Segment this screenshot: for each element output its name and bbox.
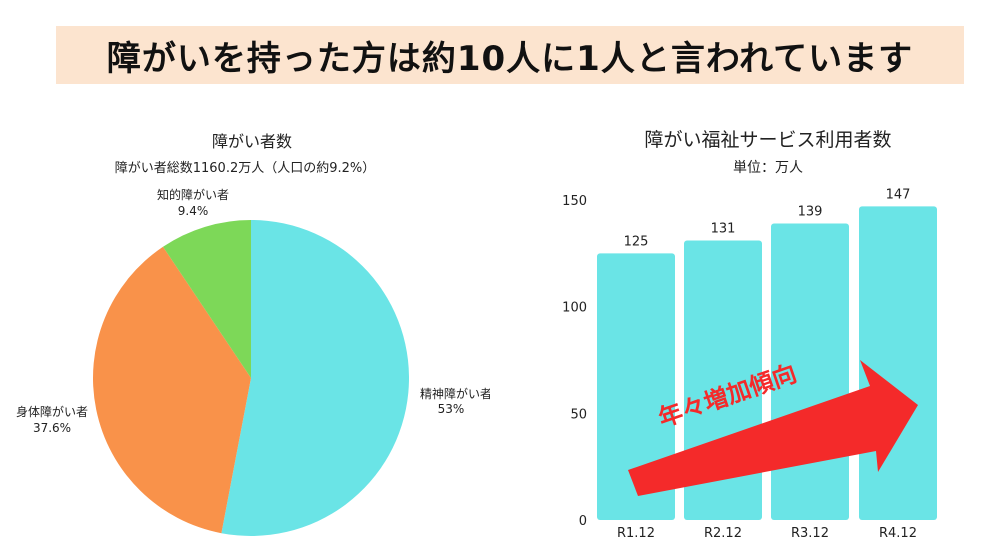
y-tick-label: 50 bbox=[570, 407, 587, 422]
bar-value-label: 139 bbox=[798, 204, 823, 219]
x-tick-label: R1.12 bbox=[617, 526, 655, 541]
pie-slice-mental bbox=[221, 220, 409, 536]
pie-label-physical-pct: 37.6% bbox=[33, 421, 71, 435]
bar-value-label: 125 bbox=[624, 234, 649, 249]
headline-banner: 障がいを持った方は約10人に1人と言われています bbox=[56, 26, 964, 84]
trend-annotation: 年々増加傾向 bbox=[655, 359, 800, 432]
y-tick-label: 100 bbox=[562, 301, 587, 316]
pie-slice-physical bbox=[92, 246, 252, 534]
pie-label-intellectual-pct: 9.4% bbox=[178, 204, 209, 218]
pie-subtitle: 障がい者総数1160.2万人（人口の約9.2%） bbox=[115, 161, 376, 176]
bar-value-label: 147 bbox=[886, 187, 911, 202]
pie-label-intellectual-name: 知的障がい者 bbox=[157, 187, 229, 202]
pie-chart: 障がい者数 障がい者総数1160.2万人（人口の約9.2%） 精神障がい者 53… bbox=[16, 132, 490, 536]
pie-label-mental-pct: 53% bbox=[438, 402, 465, 416]
bar-R4.12 bbox=[859, 206, 937, 520]
headline: 障がいを持った方は約10人に1人と言われています bbox=[106, 38, 914, 79]
pie-label-mental-name: 精神障がい者 bbox=[420, 386, 490, 401]
y-tick-label: 150 bbox=[562, 194, 587, 209]
bar-R2.12 bbox=[684, 240, 762, 521]
x-tick-label: R3.12 bbox=[791, 526, 829, 541]
y-tick-label: 0 bbox=[579, 514, 587, 529]
bar-R1.12 bbox=[597, 253, 675, 521]
bar-title: 障がい福祉サービス利用者数 bbox=[644, 129, 891, 151]
pie-label-physical-name: 身体障がい者 bbox=[16, 404, 88, 419]
bar-subtitle: 単位：万人 bbox=[733, 160, 803, 176]
x-tick-label: R4.12 bbox=[879, 526, 917, 541]
trend-arrow bbox=[628, 360, 918, 496]
pie-slice-intellectual bbox=[163, 220, 251, 378]
bar-value-label: 131 bbox=[711, 222, 736, 237]
bar-R3.12 bbox=[771, 223, 849, 520]
pie-title: 障がい者数 bbox=[212, 132, 292, 151]
x-tick-label: R2.12 bbox=[704, 526, 742, 541]
